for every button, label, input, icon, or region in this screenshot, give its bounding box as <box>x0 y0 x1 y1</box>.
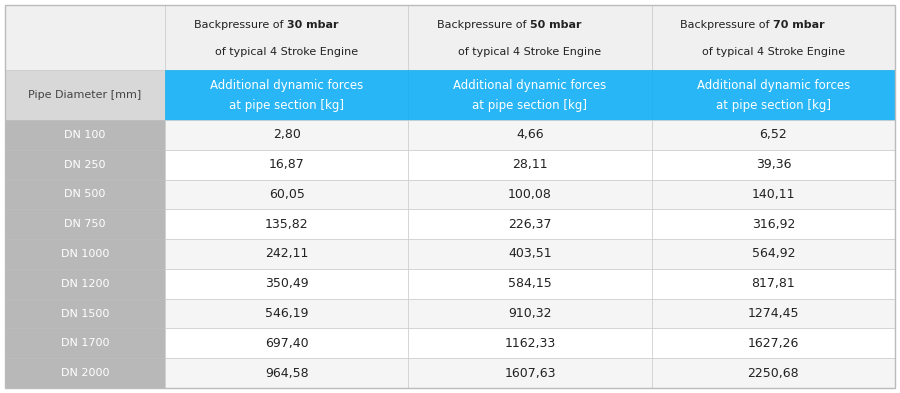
Text: 28,11: 28,11 <box>512 158 548 171</box>
Bar <box>165 180 409 209</box>
Bar <box>409 120 652 150</box>
Bar <box>409 329 652 358</box>
Text: 1162,33: 1162,33 <box>504 337 555 350</box>
Bar <box>165 150 409 180</box>
Bar <box>165 358 409 388</box>
Bar <box>165 269 409 299</box>
Text: DN 2000: DN 2000 <box>61 368 109 378</box>
Bar <box>652 5 895 70</box>
Bar <box>409 5 652 70</box>
Text: 140,11: 140,11 <box>752 188 795 201</box>
Text: 16,87: 16,87 <box>269 158 304 171</box>
Bar <box>5 299 165 329</box>
Text: Pipe Diameter [mm]: Pipe Diameter [mm] <box>29 90 141 100</box>
Text: 1607,63: 1607,63 <box>504 367 556 380</box>
Bar <box>652 269 895 299</box>
Text: Backpressure of: Backpressure of <box>680 20 773 29</box>
Bar <box>165 120 409 150</box>
Text: 316,92: 316,92 <box>752 218 795 231</box>
Text: DN 500: DN 500 <box>64 189 105 199</box>
Bar <box>409 269 652 299</box>
Text: Additional dynamic forces: Additional dynamic forces <box>210 79 364 92</box>
Text: DN 1500: DN 1500 <box>61 309 109 319</box>
Text: at pipe section [kg]: at pipe section [kg] <box>472 99 588 112</box>
Text: 226,37: 226,37 <box>508 218 552 231</box>
Bar <box>5 120 165 150</box>
Text: Additional dynamic forces: Additional dynamic forces <box>454 79 607 92</box>
Text: 564,92: 564,92 <box>752 248 795 261</box>
Text: 135,82: 135,82 <box>265 218 309 231</box>
Bar <box>165 5 409 70</box>
Bar <box>5 70 165 120</box>
Bar <box>5 5 165 70</box>
Text: 50 mbar: 50 mbar <box>530 20 581 29</box>
Bar <box>409 150 652 180</box>
Text: 70 mbar: 70 mbar <box>773 20 825 29</box>
Bar <box>165 239 409 269</box>
Bar <box>652 329 895 358</box>
Text: 817,81: 817,81 <box>752 277 796 290</box>
Bar <box>409 180 652 209</box>
Text: Additional dynamic forces: Additional dynamic forces <box>697 79 850 92</box>
Text: 350,49: 350,49 <box>265 277 309 290</box>
Bar <box>5 329 165 358</box>
Bar <box>409 209 652 239</box>
Bar <box>165 70 409 120</box>
Text: at pipe section [kg]: at pipe section [kg] <box>230 99 344 112</box>
Text: of typical 4 Stroke Engine: of typical 4 Stroke Engine <box>458 47 601 57</box>
Text: DN 1200: DN 1200 <box>61 279 109 289</box>
Text: of typical 4 Stroke Engine: of typical 4 Stroke Engine <box>702 47 845 57</box>
Text: 2,80: 2,80 <box>273 129 301 141</box>
Text: 100,08: 100,08 <box>508 188 552 201</box>
Text: 584,15: 584,15 <box>508 277 552 290</box>
Bar <box>652 70 895 120</box>
Text: 39,36: 39,36 <box>756 158 791 171</box>
Text: DN 100: DN 100 <box>64 130 105 140</box>
Bar <box>652 120 895 150</box>
Bar <box>5 209 165 239</box>
Bar <box>409 358 652 388</box>
Text: 546,19: 546,19 <box>265 307 309 320</box>
Text: 1274,45: 1274,45 <box>748 307 799 320</box>
Text: of typical 4 Stroke Engine: of typical 4 Stroke Engine <box>215 47 358 57</box>
Bar <box>652 299 895 329</box>
Bar <box>409 239 652 269</box>
Text: 30 mbar: 30 mbar <box>287 20 338 29</box>
Text: 60,05: 60,05 <box>269 188 304 201</box>
Text: 2250,68: 2250,68 <box>748 367 799 380</box>
Bar <box>5 180 165 209</box>
Bar <box>165 299 409 329</box>
Bar <box>5 358 165 388</box>
Text: 6,52: 6,52 <box>760 129 788 141</box>
Text: 910,32: 910,32 <box>508 307 552 320</box>
Bar <box>165 329 409 358</box>
Text: 4,66: 4,66 <box>517 129 544 141</box>
Text: 242,11: 242,11 <box>265 248 309 261</box>
Bar <box>652 150 895 180</box>
Text: DN 750: DN 750 <box>64 219 106 229</box>
Text: 964,58: 964,58 <box>265 367 309 380</box>
Text: 697,40: 697,40 <box>265 337 309 350</box>
Bar <box>409 299 652 329</box>
Bar <box>165 209 409 239</box>
Bar <box>652 239 895 269</box>
Text: 403,51: 403,51 <box>508 248 552 261</box>
Bar <box>652 209 895 239</box>
Text: DN 1700: DN 1700 <box>61 338 109 348</box>
Bar <box>5 239 165 269</box>
Bar <box>652 358 895 388</box>
Bar <box>652 180 895 209</box>
Text: 1627,26: 1627,26 <box>748 337 799 350</box>
Text: DN 1000: DN 1000 <box>61 249 109 259</box>
Bar <box>5 269 165 299</box>
Bar <box>5 150 165 180</box>
Text: Backpressure of: Backpressure of <box>194 20 287 29</box>
Text: Backpressure of: Backpressure of <box>437 20 530 29</box>
Text: DN 250: DN 250 <box>64 160 106 170</box>
Bar <box>409 70 652 120</box>
Text: at pipe section [kg]: at pipe section [kg] <box>716 99 831 112</box>
